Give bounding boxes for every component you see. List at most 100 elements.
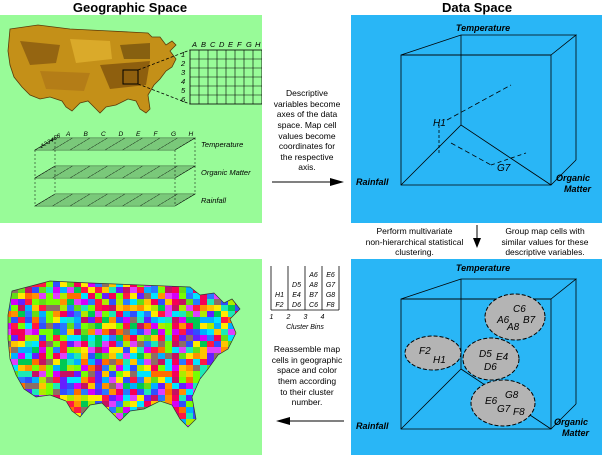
layer-row-label: 4	[50, 137, 54, 144]
bin-cell: F8	[326, 302, 334, 309]
layer-plane	[33, 165, 197, 179]
cluster-cell: B7	[523, 315, 536, 326]
cluster-cell: G8	[505, 390, 519, 401]
perform-caption-line: non-hierarchical statistical	[365, 236, 464, 247]
bin-cell: E4	[292, 292, 301, 299]
cluster-map-panel	[0, 259, 262, 455]
cluster-cell: D6	[484, 362, 497, 373]
cluster-bins-table: H1 F21 D5 E4 D62 A6 A8 B7 C63 E6 G7 G8 F84 Cluster Bi…	[270, 266, 340, 331]
layer-col-label: F	[154, 131, 159, 138]
grid-row-label: 1	[181, 50, 185, 59]
point-h1-label: H1	[433, 118, 446, 129]
descriptive-caption: Descriptive variables become axes of the d…	[262, 88, 352, 173]
cluster-bins-label: Cluster Bins	[286, 324, 324, 331]
group-caption-line: descriptive variables.	[505, 247, 585, 258]
cluster-ellipse-2: F2 H1	[404, 335, 462, 371]
axis-matter-label: Matter	[564, 184, 592, 194]
bin-cell: G7	[326, 282, 336, 289]
reassemble-caption: Reassemble map cells in geographic space a…	[262, 344, 352, 408]
layer-row-label: 1	[40, 143, 44, 150]
reassemble-caption-line: Reassemble map	[273, 344, 341, 354]
layer-col-label: E	[136, 131, 141, 138]
point-g7-label: G7	[497, 163, 511, 174]
grid-row-label: 5	[181, 86, 186, 95]
grid-col-label: E	[228, 40, 234, 49]
layer-row-label: 5	[53, 135, 57, 142]
perform-caption: Perform multivariate non-hierarchical sta…	[352, 226, 477, 258]
left-arrow-head	[276, 417, 290, 425]
cluster-map-figure	[7, 280, 241, 428]
layer-row-label: 6	[57, 133, 61, 140]
descriptive-caption-line: values become	[278, 130, 336, 141]
grid-col-label: G	[246, 40, 252, 49]
cluster-cell: E4	[496, 352, 509, 363]
descriptive-caption-line: axes of the data	[276, 109, 338, 120]
layer-col-label: C	[101, 131, 106, 138]
cluster-cell: F2	[419, 346, 431, 357]
grid-col-label: F	[237, 40, 242, 49]
bin-cell: F2	[275, 302, 283, 309]
axis-temperature-label: Temperature	[456, 23, 510, 33]
layer-col-label: G	[171, 131, 176, 138]
bin-cell: H1	[275, 292, 284, 299]
cluster-cell: A8	[506, 322, 520, 333]
cluster-cell: A6	[496, 315, 510, 326]
data-space-header: Data Space	[441, 0, 513, 15]
bin-cell: B7	[309, 292, 319, 299]
grid-col-label: H	[255, 40, 261, 49]
bin-number: 2	[286, 314, 291, 321]
layer-row-label: 2	[42, 141, 47, 148]
cluster-space-panel: C6 A6 B7 A8 F2 H1 D5 E4 D6 G8 E6 G7 F8 T…	[351, 259, 602, 455]
grid-col-label: B	[201, 40, 206, 49]
right-arrow-head	[330, 178, 344, 186]
layer-plane	[33, 137, 197, 151]
bin-cell: A8	[308, 282, 318, 289]
bin-number: 3	[304, 314, 308, 321]
bin-number: 1	[270, 314, 274, 321]
layer-col-label: B	[84, 131, 89, 138]
data-space-panel: H1 G7 Temperature Rainfall Organic Matte…	[351, 15, 602, 223]
grid-row-label: 6	[181, 95, 186, 104]
descriptive-caption-line: variables become	[273, 98, 341, 109]
descriptive-caption-line: the respective	[280, 151, 334, 162]
descriptive-caption-line: coordinates for	[278, 141, 336, 152]
layer-col-label: H	[189, 131, 194, 138]
layer-col-label: D	[119, 131, 124, 138]
reassemble-caption-line: space and color	[276, 365, 337, 376]
axis-matter-label: Matter	[562, 428, 590, 438]
grid-col-label: D	[219, 40, 225, 49]
group-caption-line: Group map cells with	[505, 226, 585, 236]
reassemble-caption-line: cells in geographic	[271, 354, 343, 365]
grid-col-label: A	[191, 40, 197, 49]
cluster-colored-map	[8, 281, 240, 427]
layer-stack: Temperature Organic Matter Rainfall A B C D E F G…	[33, 131, 251, 207]
cluster-space-cube: C6 A6 B7 A8 F2 H1 D5 E4 D6 G8 E6 G7 F8 T…	[356, 263, 590, 438]
bin-cell: D5	[292, 282, 301, 289]
descriptive-caption-line: axis.	[298, 162, 316, 173]
bin-cell: D6	[292, 302, 301, 309]
bin-number: 4	[321, 314, 325, 321]
reassemble-caption-line: number.	[291, 397, 323, 408]
layer-col-label: A	[65, 131, 70, 138]
cluster-ellipse-1: C6 A6 B7 A8	[484, 293, 546, 341]
bin-cell: G8	[326, 292, 335, 299]
grid-row-label: 3	[181, 68, 186, 77]
perform-caption-line: Perform multivariate	[376, 226, 453, 236]
axis-organic-label: Organic	[556, 173, 590, 183]
cluster-cell: G7	[497, 404, 511, 415]
group-caption-line: similar values for these	[501, 236, 589, 247]
layer-plane	[33, 193, 197, 207]
axis-temperature-label: Temperature	[456, 263, 510, 273]
geographic-space-header: Geographic Space	[72, 0, 188, 15]
grid-row-label: 2	[180, 59, 186, 68]
reassemble-caption-line: them according	[277, 375, 337, 386]
data-space-cube: H1 G7 Temperature Rainfall Organic Matte…	[356, 23, 592, 194]
layer-label: Organic Matter	[201, 168, 251, 177]
cell-grid	[189, 49, 263, 105]
cluster-ellipse-3: D5 E4 D6	[462, 337, 520, 381]
axis-rainfall-label: Rainfall	[356, 177, 389, 187]
perform-caption-line: clustering.	[395, 247, 434, 258]
layer-label: Rainfall	[201, 196, 226, 205]
